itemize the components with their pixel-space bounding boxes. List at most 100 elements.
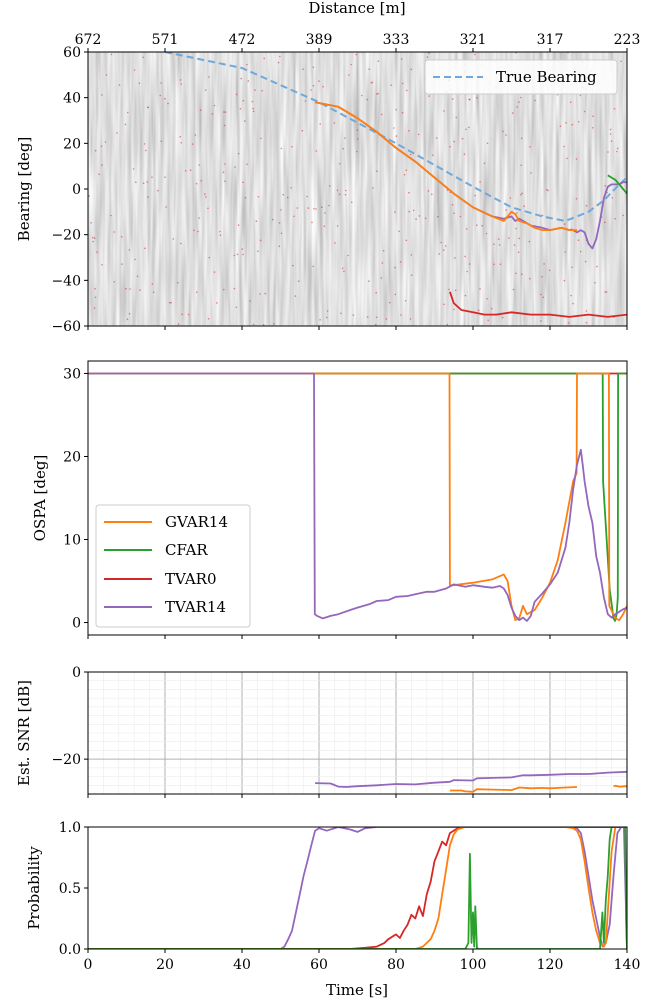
detection-point [569,101,572,103]
detection-point [426,56,429,58]
detection-point [88,195,90,197]
detection-point [207,207,209,210]
detection-point [160,82,162,84]
detection-point [540,320,542,322]
detection-point [511,112,514,114]
detection-point [181,313,183,316]
detection-point [315,208,317,210]
detection-point [408,210,411,213]
detection-point [501,316,504,319]
detection-point [400,314,402,316]
detection-point [126,318,129,321]
detection-point [509,197,512,199]
detection-point [334,242,336,244]
detection-point [347,254,349,257]
detection-point [147,106,149,109]
top-tick-label: 317 [537,32,564,48]
detection-point [92,236,94,239]
detection-point [260,137,262,140]
x-tick-label: 40 [233,957,251,973]
detection-point [453,212,455,215]
detection-point [540,293,542,296]
detection-point [252,323,255,326]
detection-point [133,69,136,71]
detection-point [198,217,200,219]
y-tick-label: 10 [63,533,81,549]
x-tick-label: 60 [310,957,328,973]
detection-point [428,52,430,54]
x-tick-label: 20 [156,957,174,973]
detection-point [165,206,167,208]
detection-point [235,93,238,96]
detection-point [211,113,214,115]
detection-point [116,132,118,134]
detection-point [96,251,98,253]
probability-axes-background [88,827,627,949]
detection-point [401,82,404,85]
detection-point [476,96,478,99]
detection-point [444,245,447,247]
detection-point [476,224,478,226]
detection-point [361,94,363,97]
detection-point [394,293,397,296]
detection-point [435,137,438,139]
detection-point [542,296,544,299]
x-tick-label: 120 [537,957,564,973]
detection-point [255,220,258,222]
detection-point [520,137,523,139]
detection-point [404,300,407,302]
detection-point [454,257,456,259]
detection-point [448,288,450,291]
detection-point [234,166,236,168]
legend-label-tvar0: TVAR0 [165,570,217,588]
detection-point [481,224,484,227]
detection-point [297,280,300,283]
detection-point [312,265,315,268]
detection-point [563,279,566,282]
detection-point [604,221,606,224]
detection-point [405,169,408,171]
bearing-panel: 60 40 20 0 −20 −40 −60 672 571 472 389 333 321 317 223… [15,0,640,335]
detection-point [239,108,242,110]
detection-point [302,68,304,70]
detection-point [520,96,522,99]
detection-point [144,247,146,250]
detection-point [304,100,307,102]
detection-point [151,283,154,285]
detection-point [604,291,606,293]
detection-point [371,81,374,84]
detection-point [247,80,250,82]
detection-point [280,209,282,211]
detection-point [570,294,572,297]
detection-point [611,197,614,199]
detection-point [464,294,467,297]
detection-point [592,115,594,117]
detection-point [385,318,388,320]
detection-point [344,137,346,139]
detection-point [105,74,108,76]
detection-point [282,193,285,196]
bearing-legend: True Bearing [424,59,618,95]
series-line-cfar [607,174,627,195]
detection-point [395,108,398,111]
detection-point [609,133,612,135]
detection-point [453,308,455,311]
detection-point [564,251,566,253]
detection-point [307,207,310,209]
detection-point [529,277,531,280]
detection-point [479,288,481,290]
detection-point [375,291,378,294]
detection-point [431,193,433,196]
detection-point [454,289,457,292]
detection-point [584,260,587,263]
detection-point [110,214,112,217]
detection-point [449,146,452,148]
detection-point [219,234,222,236]
top-tick-label: 333 [383,32,410,48]
detection-point [547,189,549,192]
detection-point [313,207,315,210]
detection-point [323,225,326,227]
detection-point [242,253,244,256]
detection-point [398,230,400,233]
detection-point [204,193,206,195]
